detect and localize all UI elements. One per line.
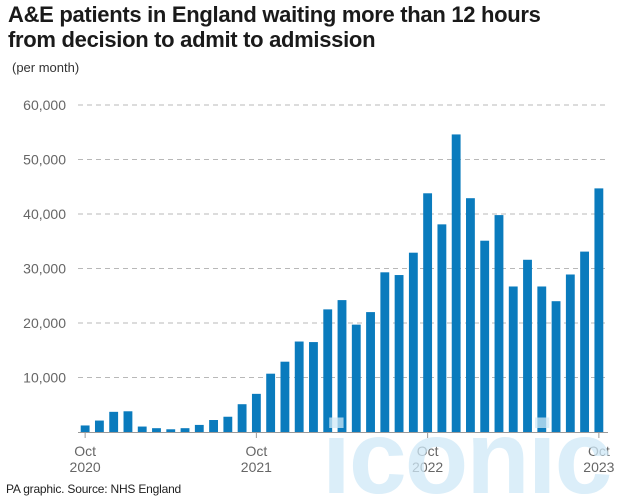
x-tick-label-month: Oct: [588, 443, 610, 459]
bar: [594, 188, 604, 432]
bar: [565, 274, 575, 432]
bar: [351, 324, 361, 432]
x-tick-label-month: Oct: [245, 443, 267, 459]
bar: [551, 301, 561, 432]
x-tick-label-year: 2022: [412, 459, 443, 475]
y-tick-label: 30,000: [23, 261, 66, 277]
bar: [466, 198, 475, 432]
y-tick-label: 50,000: [23, 152, 66, 168]
x-tick-label-month: Oct: [74, 443, 96, 459]
chart-title-line-1: A&E patients in England waiting more tha…: [8, 2, 541, 27]
x-tick-label-year: 2021: [241, 459, 272, 475]
bar: [408, 252, 418, 432]
bar: [237, 404, 247, 432]
bar: [109, 411, 119, 432]
bar: [251, 393, 261, 432]
bar: [451, 134, 461, 432]
y-tick-label: 60,000: [23, 97, 66, 113]
x-tick-label-year: 2020: [70, 459, 101, 475]
bar: [137, 426, 147, 432]
chart-title: A&E patients in England waiting more tha…: [8, 2, 628, 52]
bar: [437, 224, 447, 432]
bar: [80, 425, 90, 432]
y-axis-units-label: (per month): [12, 60, 80, 75]
bar: [580, 251, 590, 432]
bar: [152, 428, 161, 432]
bar: [294, 341, 304, 432]
bar: [223, 416, 233, 432]
bar: [166, 429, 176, 432]
bar: [494, 215, 504, 432]
bar: [366, 312, 375, 432]
x-tick-label-year: 2023: [583, 459, 614, 475]
bar: [394, 275, 404, 432]
bar: [123, 411, 133, 432]
bar: [523, 259, 532, 432]
x-tick-label-month: Oct: [417, 443, 439, 459]
bar: [508, 286, 518, 432]
bar: [380, 272, 390, 432]
bar: [94, 420, 104, 432]
y-tick-label: 10,000: [23, 370, 66, 386]
source-note: PA graphic. Source: NHS England: [6, 482, 182, 496]
bar: [209, 420, 218, 432]
bar: [480, 240, 490, 432]
chart-title-line-2: from decision to admit to admission: [8, 27, 376, 52]
bar: [423, 193, 433, 432]
bar: [537, 286, 547, 432]
bar: [337, 300, 347, 432]
bar: [194, 424, 204, 432]
bar: [309, 342, 318, 432]
y-tick-label: 40,000: [23, 206, 66, 222]
y-tick-label: 20,000: [23, 315, 66, 331]
bar: [280, 361, 290, 432]
bar: [180, 428, 190, 432]
bar: [266, 373, 276, 432]
bar: [323, 309, 333, 432]
